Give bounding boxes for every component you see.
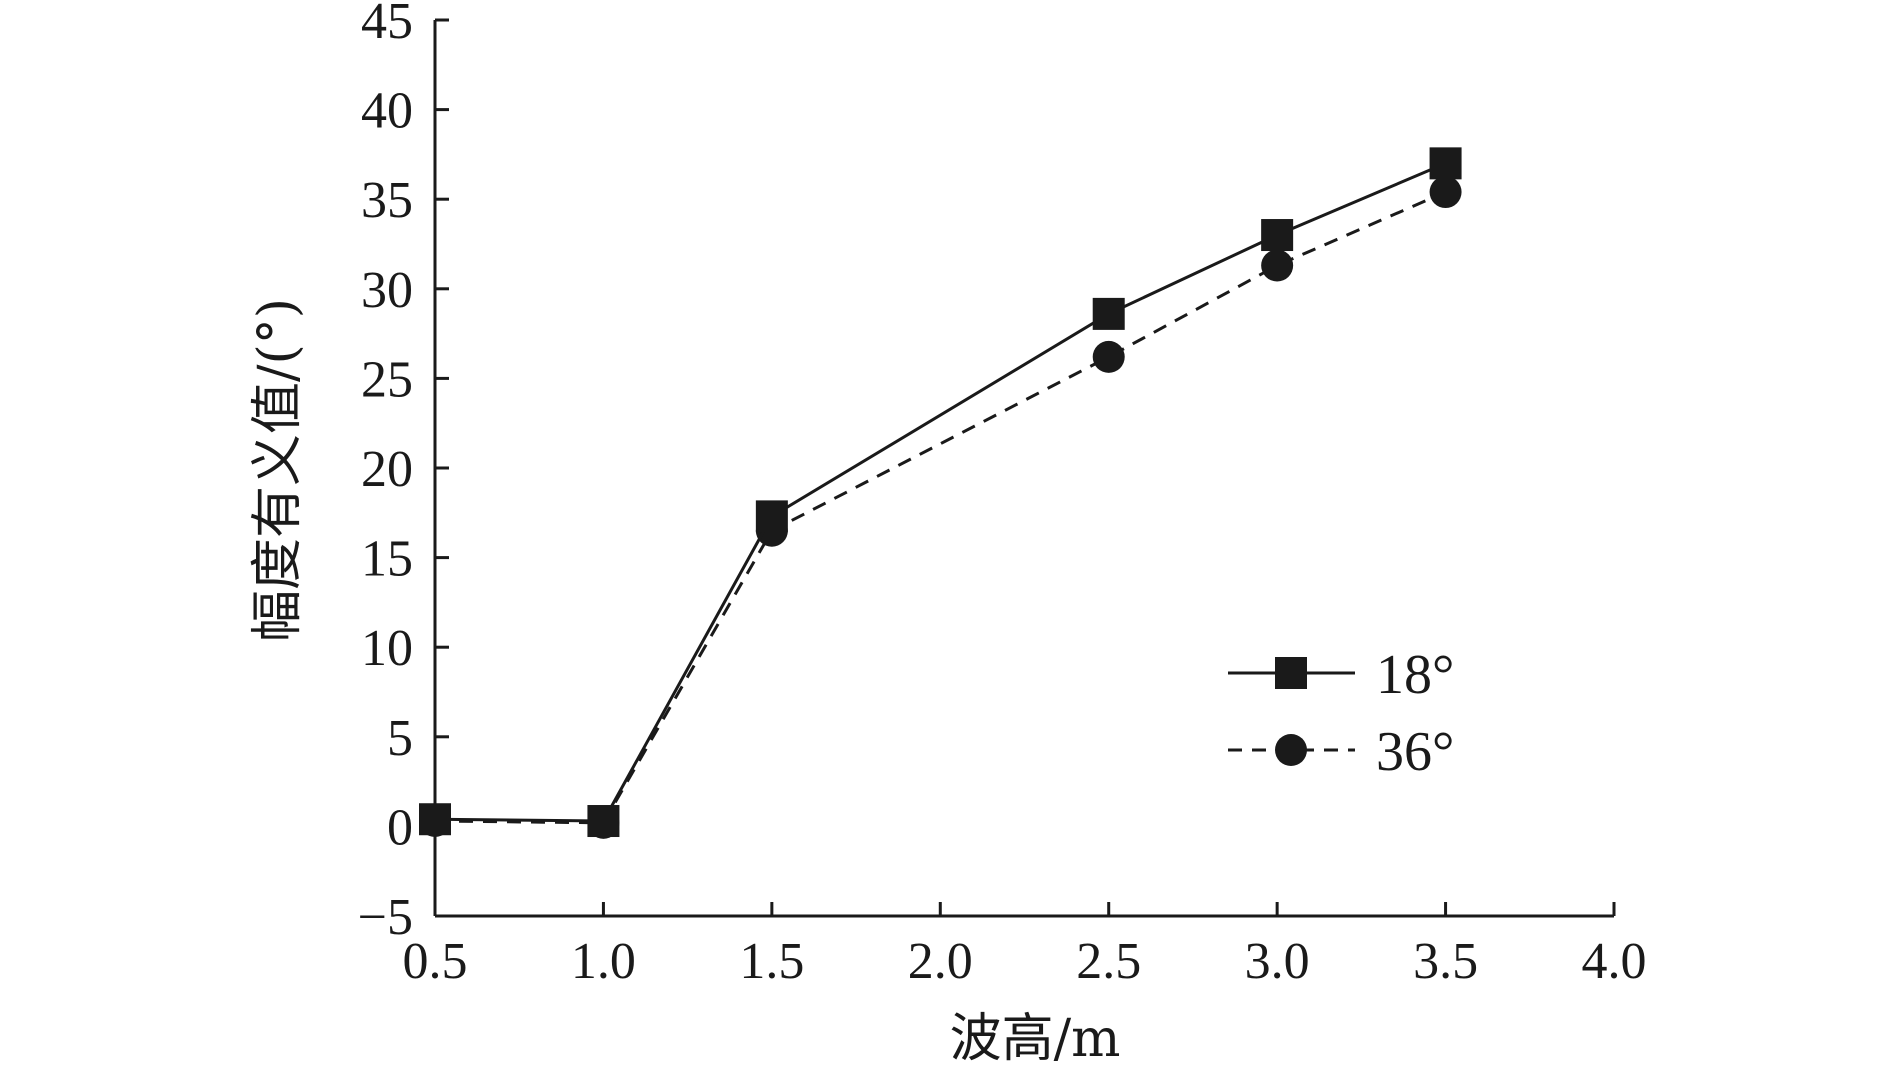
x-tick-label: 3.0	[1245, 933, 1310, 990]
series-point-square	[1092, 297, 1125, 330]
legend-label: 18°	[1376, 644, 1454, 706]
series-point-square	[419, 803, 451, 836]
y-tick-label: 0	[387, 799, 413, 856]
x-tick-label: 0.5	[403, 933, 468, 990]
series-point-circle	[1092, 340, 1125, 373]
y-tick-label: 40	[361, 83, 413, 140]
legend-label: 36°	[1376, 721, 1454, 783]
legend-marker-circle	[1275, 734, 1307, 766]
series-layer	[419, 147, 1462, 839]
y-axis-title: 幅度有义值/(°)	[248, 298, 308, 642]
series-point-circle	[1429, 176, 1462, 209]
y-tick-label: 35	[361, 172, 413, 229]
series-line-solid	[434, 161, 1447, 823]
y-ticks: −5 0 5 10 15 20 25 30 35 40 45	[358, 0, 449, 946]
series-point-circle	[1261, 249, 1294, 282]
series-point-square	[587, 805, 620, 838]
x-ticks: 0.5 1.0 1.5 2.0 2.5 3.0 3.5 4.0	[403, 902, 1647, 990]
x-tick-label: 2.5	[1076, 933, 1141, 990]
series-point-square	[1429, 147, 1462, 180]
x-tick-label: 1.0	[571, 933, 636, 990]
x-tick-label: 3.5	[1413, 933, 1478, 990]
y-tick-label: 45	[361, 0, 413, 50]
y-tick-label: 30	[361, 262, 413, 319]
y-tick-label: −5	[358, 889, 413, 946]
x-tick-label: 4.0	[1582, 933, 1647, 990]
y-tick-label: 25	[361, 351, 413, 408]
series-line-dashed	[434, 190, 1447, 825]
y-tick-label: 10	[361, 620, 413, 677]
y-tick-label: 20	[361, 441, 413, 498]
y-tick-label: 5	[387, 710, 413, 767]
legend: 18°36°	[1228, 644, 1454, 783]
series-point-square	[1261, 219, 1294, 252]
x-tick-label: 1.5	[739, 933, 804, 990]
y-tick-label: 15	[361, 531, 413, 588]
series-point-square	[755, 500, 788, 533]
legend-marker-square	[1275, 657, 1307, 689]
x-tick-label: 2.0	[908, 933, 973, 990]
x-axis-title: 波高/m	[950, 1009, 1121, 1069]
